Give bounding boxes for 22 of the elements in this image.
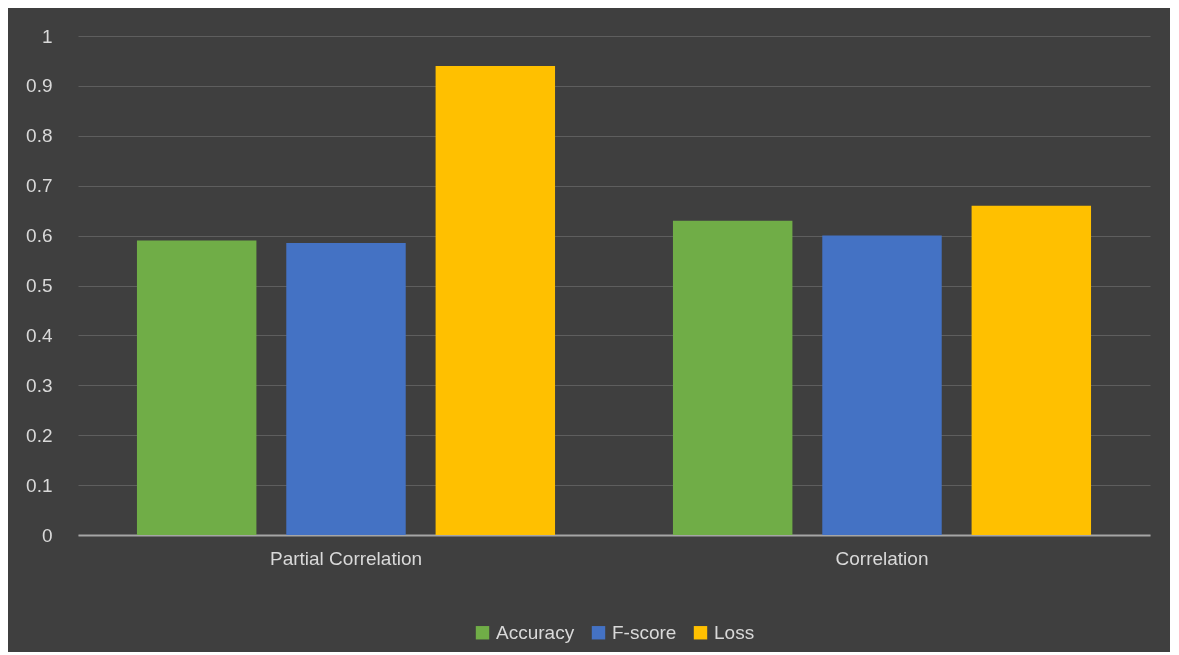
y-tick-label: 0.8 <box>26 125 53 147</box>
y-tick-label: 1 <box>41 25 53 47</box>
bar <box>435 65 556 535</box>
bar <box>822 235 942 535</box>
y-tick-label: 0.1 <box>26 474 53 496</box>
legend-label: Loss <box>714 621 755 643</box>
y-tick-label: 0.5 <box>26 275 53 296</box>
legend-label: F-score <box>612 621 677 643</box>
x-tick-label: Correlation <box>835 547 929 569</box>
bar <box>672 220 793 535</box>
x-tick-label: Partial Correlation <box>269 547 423 569</box>
y-tick-label: 0.2 <box>26 424 53 446</box>
y-tick-label: 0.7 <box>26 175 53 197</box>
y-tick-label: 0.3 <box>26 374 53 396</box>
y-tick-label: 0.9 <box>26 75 53 97</box>
bar <box>136 240 257 535</box>
y-tick-label: 0 <box>41 524 53 546</box>
y-tick-label: 0.4 <box>26 324 53 346</box>
bar <box>971 205 1092 535</box>
bar <box>286 243 406 535</box>
y-tick-label: 0.6 <box>26 225 53 247</box>
legend-label: Accuracy <box>496 621 575 643</box>
